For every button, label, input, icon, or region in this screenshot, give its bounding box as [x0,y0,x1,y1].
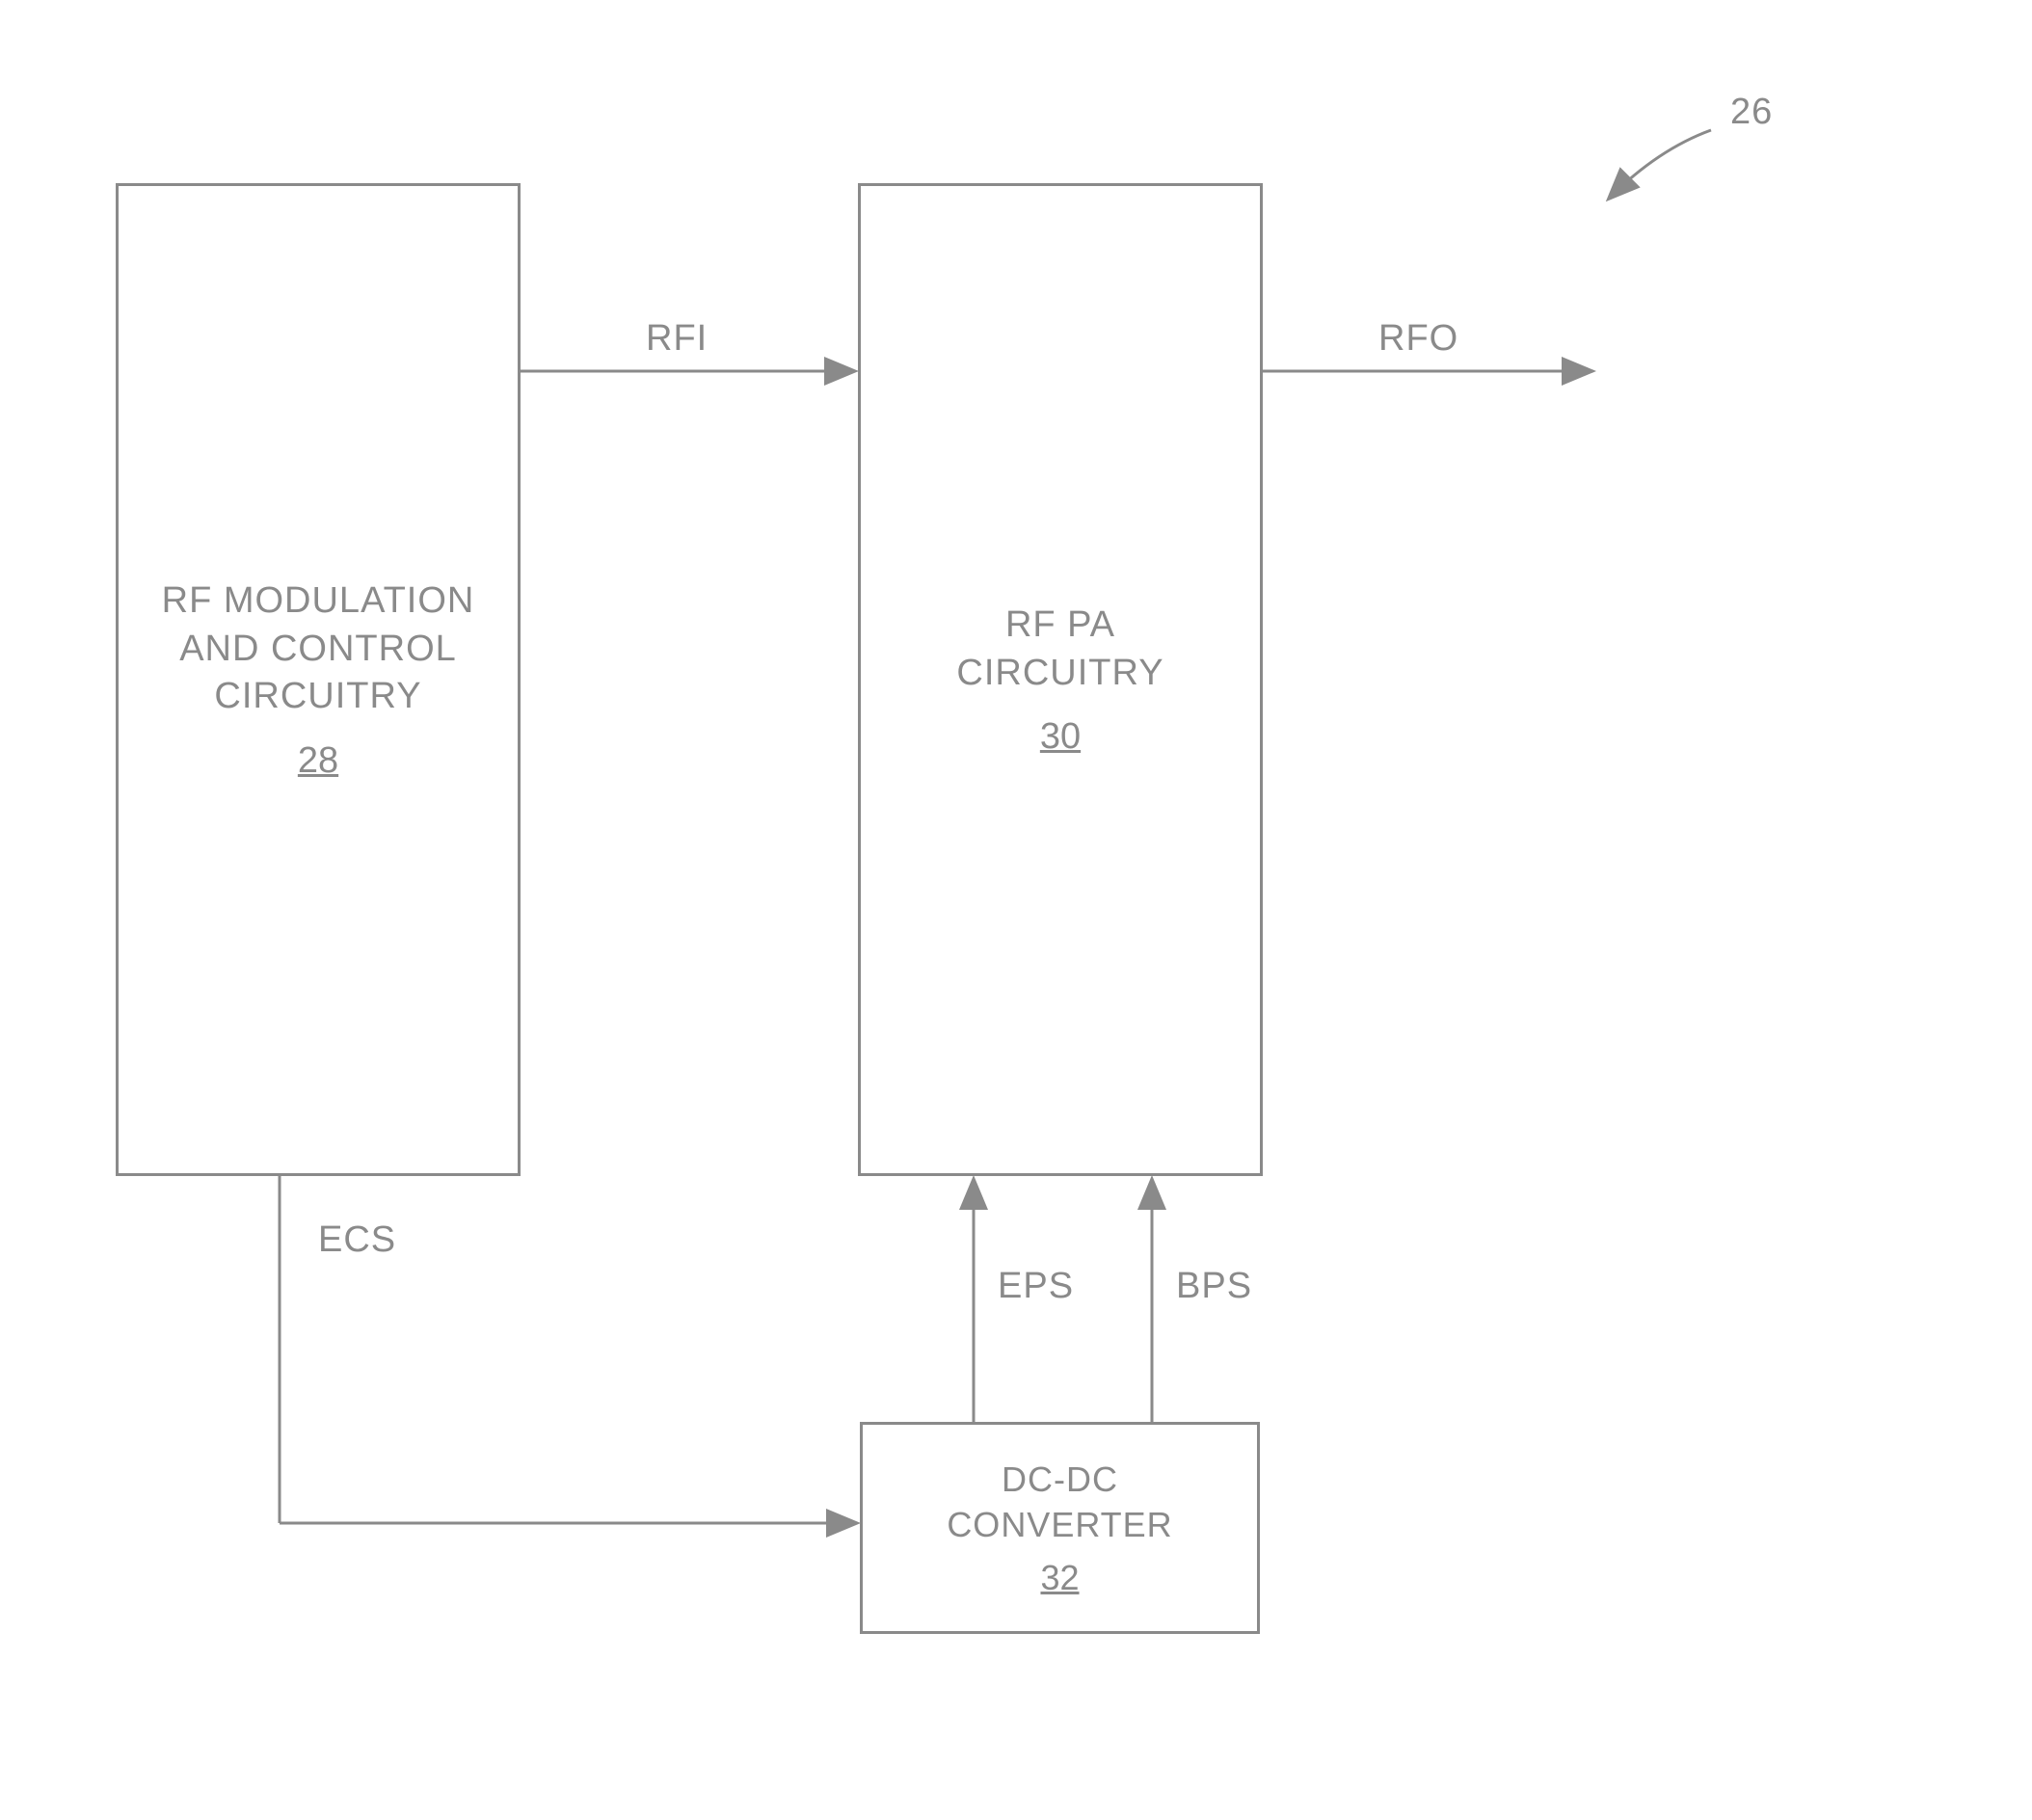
rf-modulation-block: RF MODULATION AND CONTROL CIRCUITRY 28 [116,183,521,1176]
rfi-label: RFI [646,318,708,360]
rf-modulation-title: RF MODULATION AND CONTROL CIRCUITRY [162,577,475,720]
bps-label: BPS [1176,1266,1252,1307]
ecs-label: ECS [318,1219,396,1261]
rf-modulation-num: 28 [298,740,338,782]
rf-pa-block: RF PA CIRCUITRY 30 [858,183,1263,1176]
dcdc-num: 32 [1040,1558,1079,1598]
block-diagram: RF MODULATION AND CONTROL CIRCUITRY 28 R… [0,0,2032,1820]
eps-label: EPS [998,1266,1074,1307]
dcdc-title: DC-DC CONVERTER [947,1458,1172,1548]
rf-pa-num: 30 [1040,716,1081,758]
figure-ref-label: 26 [1730,92,1773,133]
dcdc-converter-block: DC-DC CONVERTER 32 [860,1422,1260,1634]
rf-pa-title: RF PA CIRCUITRY [956,602,1163,697]
rfo-label: RFO [1378,318,1458,360]
ref-curve-arrow [1610,130,1711,198]
